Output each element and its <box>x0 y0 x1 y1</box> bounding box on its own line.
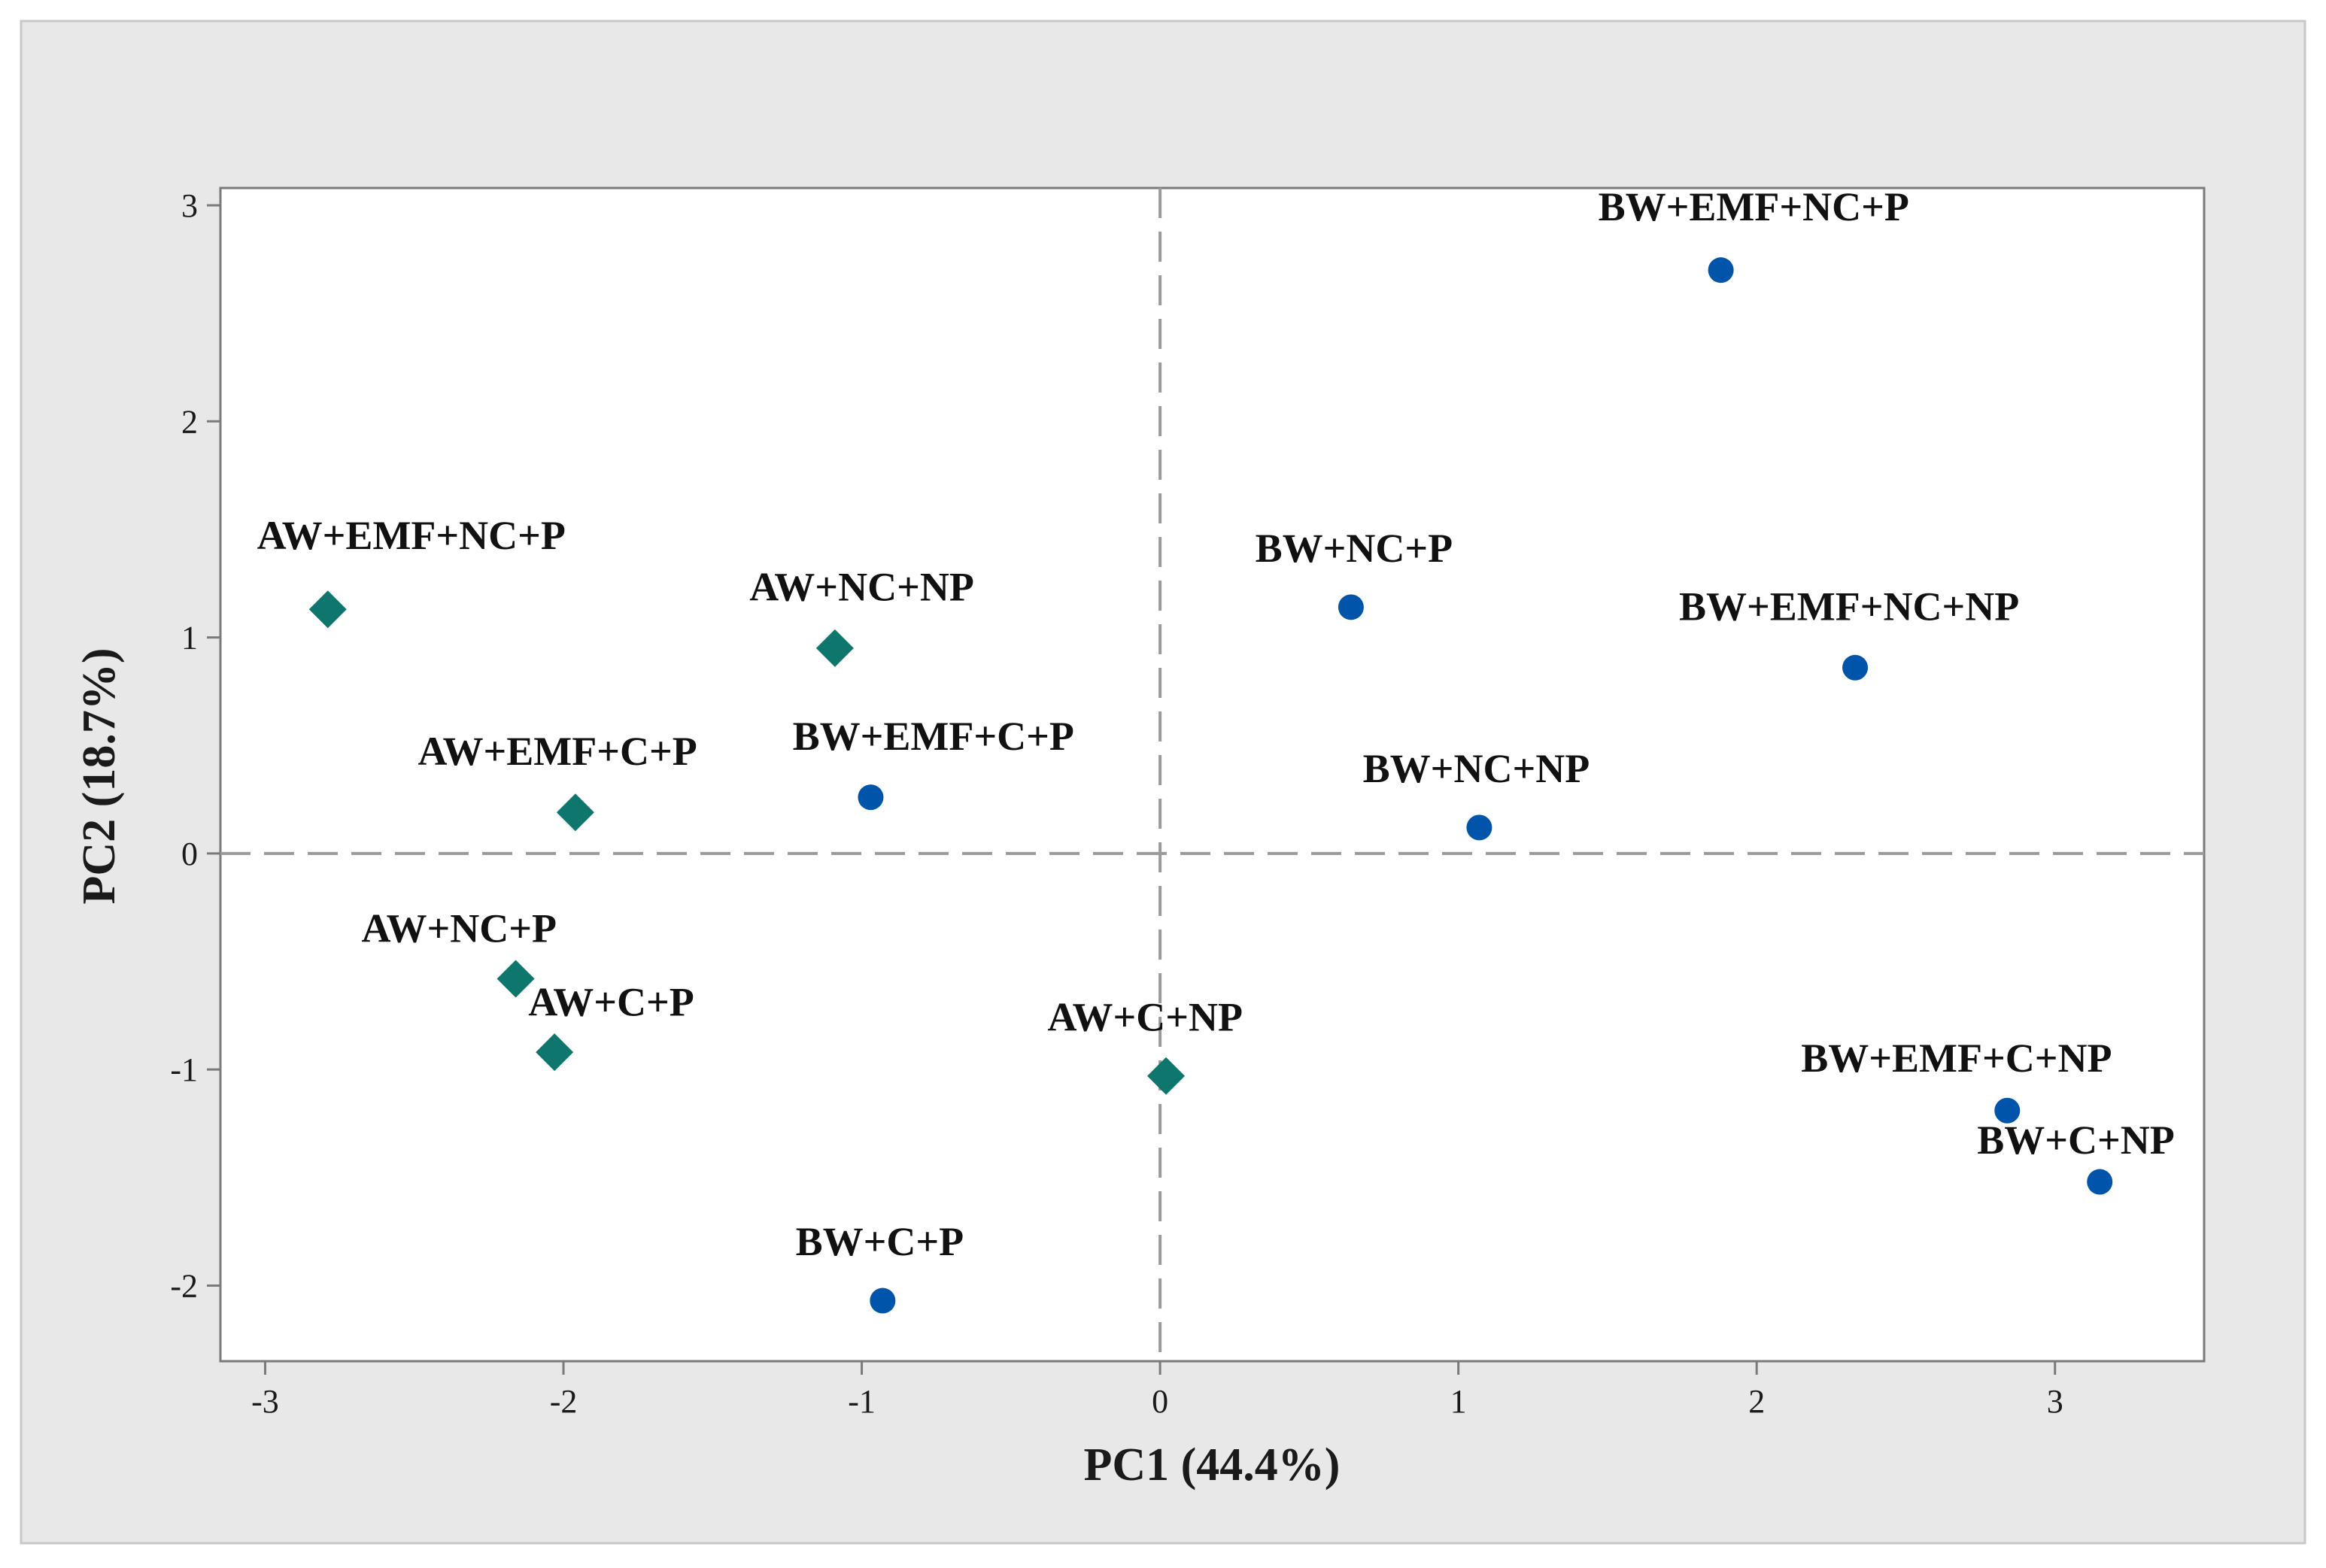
label-aw-c-p: AW+C+P <box>528 979 694 1024</box>
label-bw-c-np: BW+C+NP <box>1977 1118 2175 1163</box>
x-tick-label: 1 <box>1450 1383 1467 1420</box>
point-bw-nc-np[interactable] <box>1466 814 1492 841</box>
data-point-labels: AW+EMF+NC+P AW+NC+NP AW+EMF+C+P AW+NC+P AW+C… <box>257 184 2175 1264</box>
y-tick-label: 1 <box>181 620 198 657</box>
point-bw-emf-c-np[interactable] <box>1994 1097 2021 1124</box>
label-bw-nc-np: BW+NC+NP <box>1363 746 1590 791</box>
y-tick-label: 0 <box>181 836 198 872</box>
point-bw-c-p[interactable] <box>870 1287 896 1314</box>
reference-lines <box>220 188 2204 1361</box>
label-aw-c-np: AW+C+NP <box>1048 994 1243 1039</box>
plot-area <box>219 187 2206 1363</box>
point-aw-c-np[interactable] <box>1147 1057 1186 1095</box>
point-bw-nc-p[interactable] <box>1338 594 1364 620</box>
point-bw-emf-nc-p[interactable] <box>1708 257 1734 284</box>
label-bw-emf-nc-p: BW+EMF+NC+P <box>1599 184 1909 229</box>
label-bw-emf-c-np: BW+EMF+C+NP <box>1801 1036 2112 1081</box>
label-bw-nc-p: BW+NC+P <box>1256 526 1453 571</box>
x-tick-label: 0 <box>1152 1383 1168 1420</box>
label-bw-c-p: BW+C+P <box>796 1219 964 1264</box>
label-aw-nc-np: AW+NC+NP <box>749 565 974 610</box>
x-tick-label: -1 <box>848 1383 876 1420</box>
label-aw-emf-c-p: AW+EMF+C+P <box>418 729 697 774</box>
label-aw-emf-nc-p: AW+EMF+NC+P <box>257 513 566 558</box>
label-bw-emf-c-p: BW+EMF+C+P <box>793 714 1074 759</box>
x-tick-label: -3 <box>251 1383 279 1420</box>
x-axis-ticks: -3 -2 -1 0 1 2 3 <box>251 1361 2063 1420</box>
y-tick-label: 3 <box>181 187 198 224</box>
point-bw-emf-nc-np[interactable] <box>1842 654 1869 681</box>
x-tick-label: 2 <box>1748 1383 1765 1420</box>
y-tick-label: -2 <box>170 1267 198 1304</box>
y-axis-title: PC2 (18.7%) <box>74 648 125 905</box>
data-points <box>308 257 2113 1314</box>
point-bw-c-np[interactable] <box>2087 1169 2113 1195</box>
point-aw-emf-c-p[interactable] <box>556 793 594 832</box>
point-aw-nc-p[interactable] <box>496 960 535 998</box>
y-tick-label: 2 <box>181 403 198 440</box>
point-aw-nc-np[interactable] <box>815 629 854 667</box>
y-tick-label: -1 <box>170 1051 198 1088</box>
label-bw-emf-nc-np: BW+EMF+NC+NP <box>1679 584 2019 629</box>
point-bw-emf-c-p[interactable] <box>858 784 884 811</box>
point-aw-emf-nc-p[interactable] <box>308 590 347 629</box>
point-aw-c-p[interactable] <box>536 1033 574 1072</box>
x-axis-title: PC1 (44.4%) <box>1084 1439 1341 1491</box>
x-tick-label: 3 <box>2047 1383 2063 1420</box>
x-tick-label: -2 <box>550 1383 578 1420</box>
label-aw-nc-p: AW+NC+P <box>361 906 557 951</box>
y-axis-ticks: -2 -1 0 1 2 3 <box>170 187 220 1304</box>
